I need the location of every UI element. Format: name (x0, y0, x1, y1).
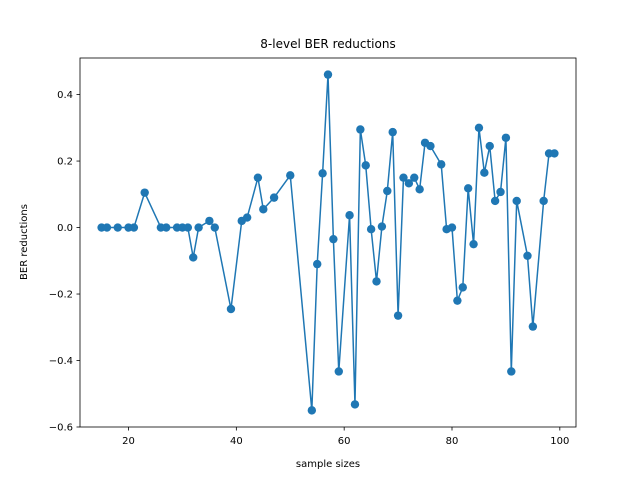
data-point (162, 223, 171, 232)
x-axis-label: sample sizes (296, 459, 360, 470)
y-axis-label: BER reductions (19, 204, 30, 280)
data-point (426, 141, 435, 151)
data-point (242, 213, 252, 222)
data-point (383, 186, 392, 196)
data-point (501, 133, 511, 142)
data-point (345, 211, 354, 220)
data-point (507, 367, 516, 376)
data-point (329, 234, 338, 244)
data-point (307, 406, 317, 415)
data-point (485, 141, 494, 151)
x-tick-label: 40 (230, 436, 243, 447)
data-point (410, 173, 419, 182)
data-point (334, 367, 343, 376)
x-tick-label: 60 (338, 436, 351, 447)
data-point (388, 127, 397, 137)
data-point (205, 216, 214, 226)
data-point (361, 161, 370, 170)
data-point (323, 70, 333, 79)
x-tick-label: 20 (122, 436, 135, 447)
data-point (350, 400, 360, 409)
data-point (129, 223, 139, 232)
x-axis-ticks: 20 40 60 80 100 (122, 427, 569, 447)
x-tick-label: 100 (550, 436, 569, 447)
data-point (286, 171, 295, 180)
data-point (463, 184, 473, 193)
data-point (490, 196, 500, 206)
data-point (366, 225, 376, 234)
data-point (113, 223, 122, 232)
y-tick-label: −0.6 (49, 423, 73, 434)
axes-frame (79, 57, 577, 428)
data-point (528, 322, 538, 331)
data-point (404, 179, 414, 188)
data-point (210, 223, 219, 232)
data-point (372, 277, 381, 286)
data-point (269, 193, 279, 202)
data-point (539, 196, 548, 206)
data-point (253, 173, 263, 182)
data-point (480, 168, 489, 177)
y-tick-label: 0.2 (57, 157, 73, 168)
y-tick-label: −0.4 (49, 356, 73, 367)
data-point (512, 196, 521, 206)
x-tick-label: 80 (446, 436, 459, 447)
plot-area (97, 70, 559, 415)
data-point (453, 296, 462, 305)
data-point (189, 253, 198, 262)
data-point (496, 187, 505, 197)
data-point (393, 311, 403, 320)
data-point (183, 223, 193, 232)
series-line (101, 73, 555, 412)
y-tick-label: −0.2 (49, 290, 73, 301)
data-point (313, 259, 322, 269)
data-point (226, 304, 236, 314)
data-point (102, 223, 112, 232)
data-point (474, 123, 484, 133)
data-point (356, 125, 365, 134)
data-point (415, 185, 424, 194)
data-point (259, 205, 268, 214)
y-axis-ticks: −0.6 −0.4 −0.2 0.0 0.2 0.4 (49, 90, 80, 434)
data-point (377, 222, 387, 231)
data-point (447, 223, 457, 232)
data-point (399, 173, 408, 182)
data-point (140, 188, 149, 197)
data-point (550, 149, 559, 158)
data-point (318, 169, 327, 178)
y-tick-label: 0.4 (57, 90, 73, 101)
data-point (469, 239, 478, 249)
data-point (194, 223, 203, 232)
chart-title: 8-level BER reductions (260, 37, 395, 51)
data-point (437, 160, 446, 169)
data-point (458, 283, 467, 292)
data-point (523, 251, 532, 260)
y-tick-label: 0.0 (57, 223, 73, 234)
